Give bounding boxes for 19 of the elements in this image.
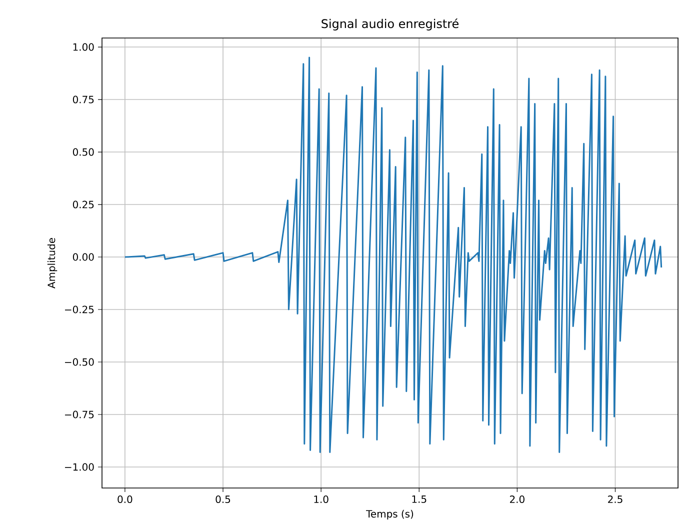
y-tick-label: −0.50 xyxy=(65,358,94,366)
y-tick-label: −0.75 xyxy=(65,410,94,418)
x-tick-label: 1.5 xyxy=(412,496,426,503)
y-tick-label: 0.00 xyxy=(72,253,94,261)
y-tick-label: 0.25 xyxy=(72,200,94,208)
x-tick-label: 2.5 xyxy=(608,496,622,504)
x-axis-title: Temps (s) xyxy=(366,510,414,520)
x-tick-label: 0.5 xyxy=(216,496,230,504)
y-tick-label: 0.50 xyxy=(72,148,94,156)
y-tick-label: −1.00 xyxy=(65,463,94,471)
y-tick-label: 0.75 xyxy=(72,96,94,104)
chart-title: Signal audio enregistré xyxy=(322,18,459,30)
y-tick-label: 1.00 xyxy=(73,43,94,51)
x-tick-label: 1.0 xyxy=(314,496,328,504)
line-series xyxy=(124,56,662,454)
x-tick-label: 2.0 xyxy=(510,496,524,504)
y-axis-title: Amplitude xyxy=(47,238,58,288)
x-tick-label: 0.0 xyxy=(118,496,132,504)
y-tick-label: −0.25 xyxy=(65,306,94,314)
